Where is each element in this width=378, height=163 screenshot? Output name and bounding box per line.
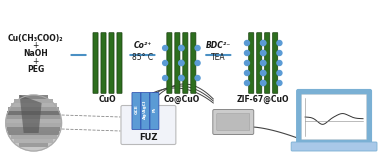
Circle shape [179, 75, 184, 81]
FancyBboxPatch shape [297, 89, 372, 145]
Bar [14, 99, 53, 103]
Text: Co²⁺: Co²⁺ [133, 42, 152, 51]
Circle shape [260, 81, 265, 86]
Circle shape [245, 51, 249, 55]
FancyBboxPatch shape [302, 95, 367, 140]
Circle shape [277, 40, 282, 45]
Text: +: + [33, 58, 39, 67]
Circle shape [179, 45, 184, 51]
Bar [11, 103, 57, 107]
FancyBboxPatch shape [141, 92, 150, 129]
Bar [14, 139, 53, 143]
Circle shape [277, 51, 282, 55]
Bar [7, 127, 60, 131]
FancyBboxPatch shape [213, 110, 254, 134]
Circle shape [277, 60, 282, 66]
Text: Pt: Pt [152, 106, 156, 111]
Text: +: + [33, 42, 39, 51]
FancyBboxPatch shape [175, 33, 180, 93]
Circle shape [261, 71, 266, 75]
Text: FUZ: FUZ [139, 133, 158, 142]
Circle shape [195, 60, 200, 66]
FancyBboxPatch shape [101, 33, 106, 93]
FancyBboxPatch shape [217, 113, 250, 131]
Circle shape [163, 60, 167, 66]
Circle shape [245, 81, 249, 86]
FancyBboxPatch shape [132, 92, 141, 129]
Circle shape [245, 40, 249, 45]
Circle shape [261, 51, 266, 55]
Circle shape [195, 75, 200, 81]
FancyBboxPatch shape [93, 33, 98, 93]
Text: Cu(CH₃COO)₂: Cu(CH₃COO)₂ [8, 34, 64, 43]
FancyBboxPatch shape [249, 33, 254, 93]
Bar [19, 143, 48, 147]
Circle shape [179, 75, 184, 81]
Text: GCE: GCE [135, 104, 138, 114]
FancyBboxPatch shape [109, 33, 114, 93]
Circle shape [260, 60, 265, 66]
Text: Co@CuO: Co@CuO [163, 94, 200, 104]
Text: CuO: CuO [99, 95, 116, 104]
Text: Ag/AgCl: Ag/AgCl [143, 99, 147, 119]
Text: PEG: PEG [27, 66, 44, 74]
Circle shape [261, 81, 266, 86]
Circle shape [163, 75, 167, 81]
FancyBboxPatch shape [273, 33, 278, 93]
Text: NaOH: NaOH [23, 50, 48, 59]
Bar [6, 119, 62, 123]
Text: 85° C: 85° C [132, 53, 153, 62]
Circle shape [261, 60, 266, 66]
FancyBboxPatch shape [257, 33, 262, 93]
Circle shape [195, 45, 200, 51]
FancyBboxPatch shape [191, 33, 196, 93]
Circle shape [260, 71, 265, 75]
Bar [7, 111, 60, 115]
Bar [8, 107, 59, 111]
FancyBboxPatch shape [265, 33, 270, 93]
Bar [19, 95, 48, 99]
Circle shape [277, 81, 282, 86]
Text: BDC²⁻: BDC²⁻ [206, 42, 231, 51]
Circle shape [245, 60, 249, 66]
Circle shape [260, 40, 265, 45]
Circle shape [163, 45, 167, 51]
Bar [6, 115, 61, 119]
Circle shape [261, 40, 266, 45]
Text: ZIF-67@CuO: ZIF-67@CuO [237, 94, 290, 104]
FancyBboxPatch shape [167, 33, 172, 93]
Circle shape [260, 51, 265, 55]
Text: TEA: TEA [211, 53, 226, 62]
Bar [6, 123, 61, 127]
Circle shape [179, 60, 184, 66]
FancyBboxPatch shape [150, 92, 159, 129]
Bar [11, 135, 57, 139]
FancyBboxPatch shape [291, 142, 377, 151]
Circle shape [179, 45, 184, 51]
Circle shape [277, 71, 282, 75]
Circle shape [179, 60, 184, 66]
FancyBboxPatch shape [121, 105, 176, 145]
Circle shape [245, 71, 249, 75]
Bar [8, 131, 59, 135]
Circle shape [6, 95, 62, 151]
Polygon shape [20, 95, 42, 133]
FancyBboxPatch shape [183, 33, 188, 93]
FancyBboxPatch shape [117, 33, 122, 93]
